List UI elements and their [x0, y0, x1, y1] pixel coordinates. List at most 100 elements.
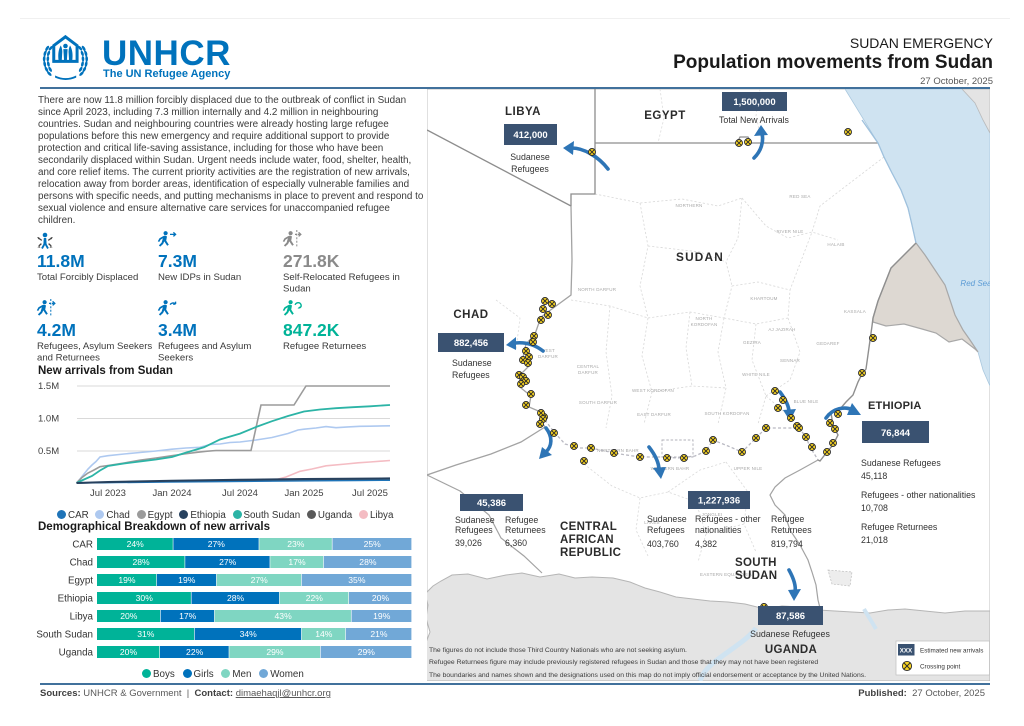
- svg-text:Red Sea: Red Sea: [960, 279, 990, 288]
- svg-text:819,794: 819,794: [771, 539, 803, 549]
- svg-text:Libya: Libya: [70, 612, 94, 623]
- svg-text:GEZIRA: GEZIRA: [743, 340, 761, 345]
- svg-text:Refugees: Refugees: [452, 370, 490, 380]
- svg-text:Sudan: Sudan: [283, 284, 311, 295]
- svg-text:Sudanese: Sudanese: [647, 514, 687, 524]
- svg-text:Uganda: Uganda: [59, 648, 94, 659]
- svg-text:KHARTOUM: KHARTOUM: [750, 296, 777, 301]
- svg-text:Chad: Chad: [70, 558, 93, 569]
- svg-text:27%: 27%: [208, 539, 226, 549]
- svg-text:CAR: CAR: [72, 540, 93, 551]
- svg-text:EGYPT: EGYPT: [644, 110, 685, 122]
- svg-text:22%: 22%: [306, 593, 324, 603]
- svg-text:DARFUR: DARFUR: [578, 370, 598, 375]
- svg-text:1.5M: 1.5M: [38, 381, 59, 392]
- svg-text:SENNAR: SENNAR: [780, 358, 801, 363]
- svg-text:412,000: 412,000: [513, 130, 547, 141]
- svg-text:10,708: 10,708: [861, 503, 888, 513]
- svg-text:SOUTH KORDOFAN: SOUTH KORDOFAN: [704, 411, 749, 416]
- svg-text:76,844: 76,844: [881, 428, 911, 439]
- svg-text:Sudanese Refugees: Sudanese Refugees: [750, 629, 830, 639]
- svg-text:1,227,936: 1,227,936: [698, 496, 740, 507]
- svg-text:14%: 14%: [315, 629, 333, 639]
- svg-text:23%: 23%: [287, 539, 305, 549]
- svg-text:Refugee Returnees: Refugee Returnees: [861, 522, 938, 532]
- svg-text:Jul 2025: Jul 2025: [352, 488, 388, 499]
- svg-text:20%: 20%: [120, 647, 138, 657]
- svg-text:BLUE NILE: BLUE NILE: [794, 399, 819, 404]
- svg-text:20%: 20%: [372, 593, 390, 603]
- svg-text:882,456: 882,456: [454, 338, 488, 349]
- svg-text:Self-Relocated Refugees in: Self-Relocated Refugees in: [283, 272, 400, 283]
- svg-text:403,760: 403,760: [647, 539, 679, 549]
- svg-text:45,386: 45,386: [477, 498, 506, 509]
- svg-text:GEDAREF: GEDAREF: [816, 341, 839, 346]
- svg-text:Refugee Returnees figure may i: Refugee Returnees figure may include pre…: [429, 659, 818, 666]
- svg-text:nationalities: nationalities: [695, 525, 742, 535]
- svg-text:1.0M: 1.0M: [38, 414, 59, 425]
- svg-text:Estimated new arrivals: Estimated new arrivals: [920, 648, 983, 655]
- svg-text:20%: 20%: [120, 611, 138, 621]
- svg-text:39,026: 39,026: [455, 538, 482, 548]
- svg-text:17%: 17%: [288, 557, 306, 567]
- svg-text:SUDAN: SUDAN: [676, 250, 724, 264]
- svg-text:87,586: 87,586: [776, 611, 805, 622]
- svg-text:Refugees and Asylum: Refugees and Asylum: [158, 341, 251, 352]
- svg-text:UNHCR: UNHCR: [102, 34, 231, 73]
- svg-text:25%: 25%: [364, 539, 382, 549]
- svg-text:Returnees: Returnees: [505, 525, 546, 535]
- svg-text:CENTRAL: CENTRAL: [560, 521, 617, 533]
- svg-text:Refugee: Refugee: [505, 515, 538, 525]
- svg-text:The boundaries and names shown: The boundaries and names shown and the d…: [429, 672, 866, 679]
- svg-text:EAST DARFUR: EAST DARFUR: [637, 412, 671, 417]
- svg-text:28%: 28%: [132, 557, 150, 567]
- svg-text:and Returnees: and Returnees: [37, 353, 100, 364]
- svg-text:Refugee: Refugee: [771, 514, 804, 524]
- svg-text:45,118: 45,118: [861, 471, 887, 481]
- svg-text:WEST KORDOFAN: WEST KORDOFAN: [632, 388, 674, 393]
- svg-text:Ethiopia: Ethiopia: [58, 594, 94, 605]
- svg-text:SOUTH: SOUTH: [735, 557, 777, 569]
- svg-text:28%: 28%: [359, 557, 377, 567]
- svg-text:The UN Refugee Agency: The UN Refugee Agency: [103, 68, 231, 80]
- svg-text:19%: 19%: [118, 575, 136, 585]
- svg-text:The figures do not include tho: The figures do not include those Third C…: [429, 647, 687, 654]
- svg-text:HALAIB: HALAIB: [827, 242, 844, 247]
- svg-text:27%: 27%: [219, 557, 237, 567]
- svg-text:27%: 27%: [251, 575, 269, 585]
- svg-text:Sudanese Refugees: Sudanese Refugees: [861, 458, 941, 468]
- svg-text:Refugees, Asylum Seekers: Refugees, Asylum Seekers: [37, 341, 152, 352]
- svg-text:29%: 29%: [358, 647, 376, 657]
- svg-text:REPUBLIC: REPUBLIC: [560, 547, 621, 559]
- svg-text:NORTH: NORTH: [696, 316, 713, 321]
- svg-text:Seekers: Seekers: [158, 353, 193, 364]
- svg-text:24%: 24%: [127, 539, 145, 549]
- svg-text:Total Forcibly Displaced: Total Forcibly Displaced: [37, 272, 138, 283]
- svg-text:AFRICAN: AFRICAN: [560, 534, 614, 546]
- svg-text:Jul 2024: Jul 2024: [222, 488, 258, 499]
- svg-text:ETHIOPIA: ETHIOPIA: [868, 400, 922, 412]
- svg-text:New IDPs in Sudan: New IDPs in Sudan: [158, 272, 241, 283]
- svg-text:Jul 2023: Jul 2023: [90, 488, 126, 499]
- svg-text:19%: 19%: [373, 611, 391, 621]
- svg-text:Egypt: Egypt: [68, 576, 93, 587]
- svg-text:Refugee Returnees: Refugee Returnees: [283, 341, 366, 352]
- svg-text:Refugees: Refugees: [455, 525, 493, 535]
- svg-text:RED SEA: RED SEA: [789, 194, 810, 199]
- svg-text:34%: 34%: [240, 629, 258, 639]
- svg-text:NORTH DARFUR: NORTH DARFUR: [578, 287, 617, 292]
- svg-text:Sudanese: Sudanese: [510, 152, 550, 162]
- svg-text:30%: 30%: [136, 593, 154, 603]
- svg-text:Total New Arrivals: Total New Arrivals: [719, 115, 790, 125]
- svg-text:KASSALA: KASSALA: [844, 309, 866, 314]
- svg-text:43%: 43%: [275, 611, 293, 621]
- svg-text:CENTRAL: CENTRAL: [577, 364, 600, 369]
- svg-text:0.5M: 0.5M: [38, 446, 59, 457]
- svg-text:4,382: 4,382: [695, 539, 717, 549]
- svg-text:LAKES: LAKES: [644, 520, 660, 525]
- svg-text:19%: 19%: [178, 575, 196, 585]
- svg-text:Sudanese: Sudanese: [455, 515, 495, 525]
- svg-text:JONGLEI: JONGLEI: [702, 512, 723, 517]
- svg-text:AJ JAZIRAH: AJ JAZIRAH: [768, 327, 795, 332]
- svg-text:Jan 2025: Jan 2025: [284, 488, 323, 499]
